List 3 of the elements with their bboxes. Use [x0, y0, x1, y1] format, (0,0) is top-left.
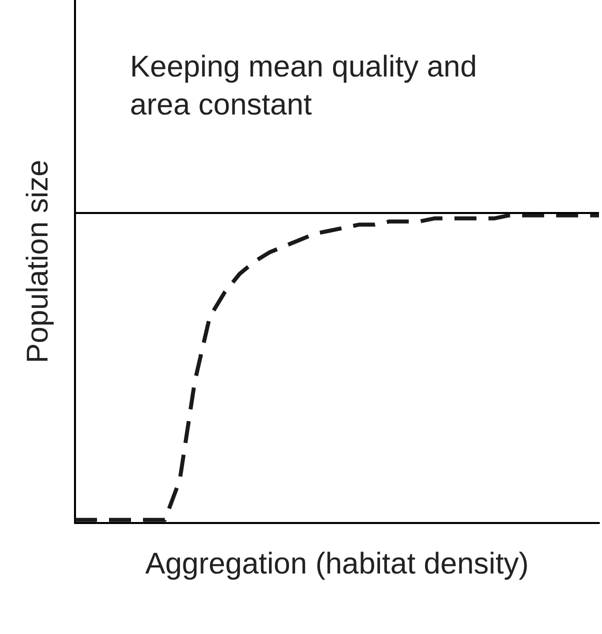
text: Keeping mean quality and area constant	[130, 50, 486, 122]
y-axis-title: Population size	[22, 160, 54, 364]
x-axis-title: Aggregation (habitat density)	[145, 548, 529, 580]
